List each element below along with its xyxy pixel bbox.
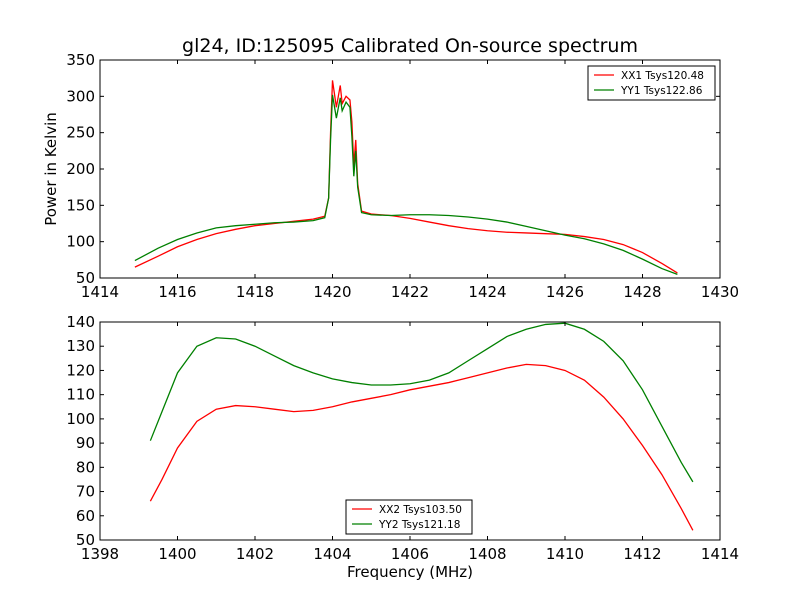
x-tick-label: 1406 xyxy=(391,545,429,563)
y-tick-label: 200 xyxy=(66,160,95,178)
y-tick-label: 100 xyxy=(66,233,95,251)
x-tick-label: 1414 xyxy=(701,545,739,563)
legend-entry: YY1 Tsys122.86 xyxy=(620,85,703,97)
y-tick-label: 150 xyxy=(66,196,95,214)
x-tick-label: 1424 xyxy=(468,283,506,301)
y-tick-label: 90 xyxy=(76,434,95,452)
legend-entry: YY2 Tsys121.18 xyxy=(378,519,460,531)
y-tick-label: 50 xyxy=(76,531,95,549)
y-tick-label: 140 xyxy=(66,313,95,331)
x-tick-label: 1418 xyxy=(236,283,274,301)
panel-top: 1414 1416 1418 1420 1422 1424 1426 1428 1430 50 10… xyxy=(42,51,739,301)
x-tick-label: 1426 xyxy=(546,283,584,301)
x-tick-label: 1430 xyxy=(701,283,739,301)
y-tick-label: 60 xyxy=(76,507,95,525)
y-axis-label: Power in Kelvin xyxy=(42,112,60,226)
x-tick-label: 1416 xyxy=(158,283,196,301)
x-tick-label: 1428 xyxy=(623,283,661,301)
x-tick-label: 1398 xyxy=(81,545,119,563)
x-tick-label: 1414 xyxy=(81,283,119,301)
y-tick-label: 100 xyxy=(66,410,95,428)
legend-entry: XX1 Tsys120.48 xyxy=(621,70,704,82)
y-tick-label: 50 xyxy=(76,269,95,287)
y-tick-label: 130 xyxy=(66,337,95,355)
series-line-top-1 xyxy=(134,94,678,275)
series-line-bottom-1 xyxy=(149,322,694,483)
legend-entry: XX2 Tsys103.50 xyxy=(379,504,462,516)
x-tick-label: 1402 xyxy=(236,545,274,563)
x-axis-label: Frequency (MHz) xyxy=(347,563,473,581)
x-tick-label: 1408 xyxy=(468,545,506,563)
legend-bottom: XX2 Tsys103.50 YY2 Tsys121.18 xyxy=(345,499,473,535)
figure-title: gl24, ID:125095 Calibrated On-source spe… xyxy=(182,35,638,57)
x-tick-label: 1422 xyxy=(391,283,429,301)
x-tick-label: 1420 xyxy=(313,283,351,301)
y-tick-label: 70 xyxy=(76,483,95,501)
y-tick-label: 110 xyxy=(66,386,95,404)
panel-bottom: 1398 1400 1402 1404 1406 1408 1410 1412 1414 50 60… xyxy=(66,313,739,581)
legend-top: XX1 Tsys120.48 YY1 Tsys122.86 xyxy=(587,65,716,101)
series-line-bottom-0 xyxy=(149,363,694,531)
legend-box xyxy=(345,499,473,535)
y-tick-label: 300 xyxy=(66,87,95,105)
x-tick-label: 1404 xyxy=(313,545,351,563)
y-tick-label: 120 xyxy=(66,361,95,379)
legend-box xyxy=(587,65,716,101)
x-tick-label: 1412 xyxy=(623,545,661,563)
y-tick-label: 350 xyxy=(66,51,95,69)
y-tick-label: 80 xyxy=(76,458,95,476)
x-tick-label: 1400 xyxy=(158,545,196,563)
x-tick-label: 1410 xyxy=(546,545,584,563)
y-tick-label: 250 xyxy=(66,124,95,142)
